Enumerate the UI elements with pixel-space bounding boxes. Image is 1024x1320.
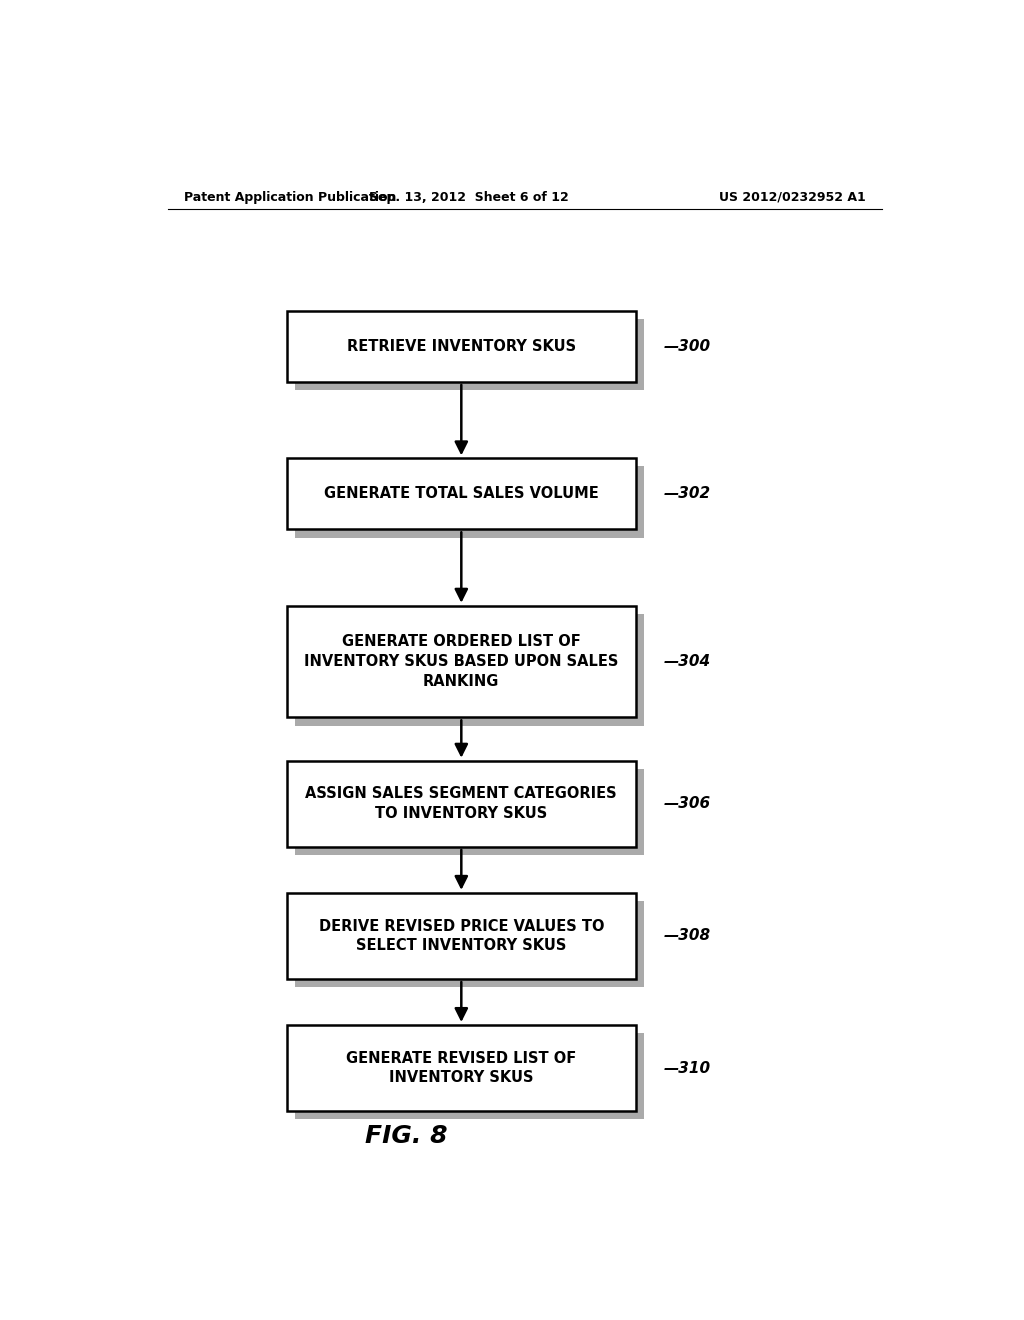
- Text: —302: —302: [664, 486, 711, 502]
- Bar: [287, 760, 636, 847]
- Text: —304: —304: [664, 653, 711, 669]
- Text: ASSIGN SALES SEGMENT CATEGORIES
TO INVENTORY SKUS: ASSIGN SALES SEGMENT CATEGORIES TO INVEN…: [305, 787, 617, 821]
- Text: —310: —310: [664, 1060, 711, 1076]
- Text: RETRIEVE INVENTORY SKUS: RETRIEVE INVENTORY SKUS: [347, 339, 575, 354]
- Bar: [295, 614, 644, 726]
- Text: GENERATE TOTAL SALES VOLUME: GENERATE TOTAL SALES VOLUME: [324, 486, 599, 502]
- Text: Patent Application Publication: Patent Application Publication: [183, 190, 396, 203]
- Text: —300: —300: [664, 339, 711, 354]
- Text: Sep. 13, 2012  Sheet 6 of 12: Sep. 13, 2012 Sheet 6 of 12: [370, 190, 569, 203]
- Bar: [295, 319, 644, 391]
- Text: —306: —306: [664, 796, 711, 812]
- Text: DERIVE REVISED PRICE VALUES TO
SELECT INVENTORY SKUS: DERIVE REVISED PRICE VALUES TO SELECT IN…: [318, 919, 604, 953]
- Text: —308: —308: [664, 928, 711, 944]
- Bar: [287, 892, 636, 979]
- Bar: [295, 1034, 644, 1119]
- Bar: [295, 768, 644, 855]
- Bar: [287, 312, 636, 381]
- Bar: [295, 466, 644, 537]
- Bar: [287, 1024, 636, 1111]
- Bar: [295, 900, 644, 987]
- Text: US 2012/0232952 A1: US 2012/0232952 A1: [719, 190, 866, 203]
- Text: GENERATE REVISED LIST OF
INVENTORY SKUS: GENERATE REVISED LIST OF INVENTORY SKUS: [346, 1051, 577, 1085]
- Text: FIG. 8: FIG. 8: [365, 1125, 447, 1148]
- Text: GENERATE ORDERED LIST OF
INVENTORY SKUS BASED UPON SALES
RANKING: GENERATE ORDERED LIST OF INVENTORY SKUS …: [304, 634, 618, 689]
- Bar: [287, 458, 636, 529]
- Bar: [287, 606, 636, 718]
